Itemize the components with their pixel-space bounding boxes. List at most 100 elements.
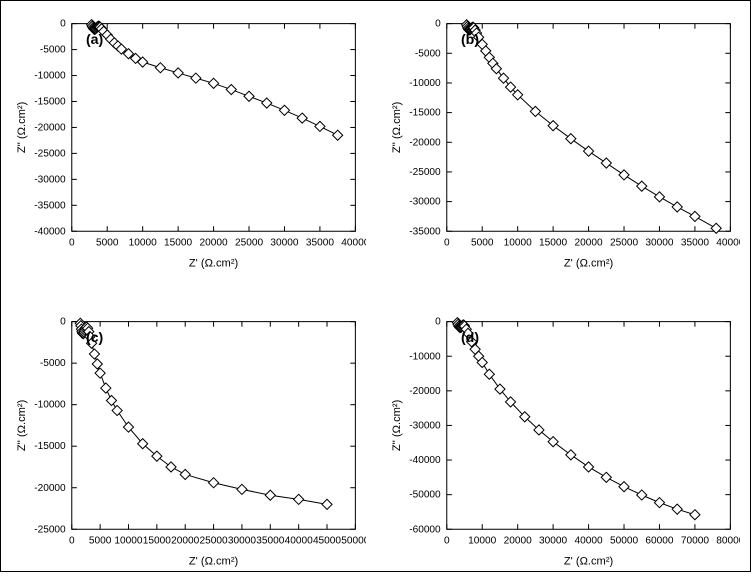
data-marker <box>689 211 699 221</box>
svg-text:10000: 10000 <box>129 237 157 248</box>
data-marker <box>262 98 272 108</box>
svg-text:-20000: -20000 <box>34 122 66 133</box>
svg-text:-20000: -20000 <box>409 386 441 397</box>
svg-text:-30000: -30000 <box>34 174 66 185</box>
data-marker <box>654 498 664 508</box>
svg-text:-5000: -5000 <box>40 45 66 56</box>
svg-text:25000: 25000 <box>200 536 228 547</box>
svg-text:50000: 50000 <box>341 536 365 547</box>
svg-text:50000: 50000 <box>609 536 637 547</box>
data-marker <box>565 450 575 460</box>
svg-text:20000: 20000 <box>503 536 531 547</box>
svg-text:-15000: -15000 <box>409 108 441 119</box>
svg-text:-30000: -30000 <box>409 421 441 432</box>
svg-text:30000: 30000 <box>270 237 298 248</box>
data-marker <box>173 68 183 78</box>
data-marker <box>106 396 116 406</box>
svg-text:Z' (Ω.cm²): Z' (Ω.cm²) <box>563 258 613 270</box>
svg-text:0: 0 <box>443 536 449 547</box>
svg-text:0: 0 <box>69 536 75 547</box>
svg-text:30000: 30000 <box>539 536 567 547</box>
svg-text:15000: 15000 <box>143 536 171 547</box>
svg-text:-5000: -5000 <box>414 48 440 59</box>
svg-text:40000: 40000 <box>716 237 740 248</box>
data-marker <box>89 349 99 359</box>
data-marker <box>166 462 176 472</box>
panel-label: (b) <box>460 32 478 48</box>
series-line <box>466 25 716 228</box>
svg-text:0: 0 <box>60 19 66 30</box>
data-marker <box>689 510 699 520</box>
data-marker <box>636 181 646 191</box>
svg-text:-15000: -15000 <box>34 442 66 453</box>
svg-text:-10000: -10000 <box>34 71 66 82</box>
svg-text:Z' (Ω.cm²): Z' (Ω.cm²) <box>189 258 239 270</box>
svg-text:Z'' (Ω.cm²): Z'' (Ω.cm²) <box>391 400 403 452</box>
data-marker <box>226 84 236 94</box>
svg-text:0: 0 <box>60 317 66 328</box>
data-marker <box>180 470 190 480</box>
svg-text:Z'' (Ω.cm²): Z'' (Ω.cm²) <box>16 400 28 452</box>
data-marker <box>294 495 304 505</box>
svg-text:Z' (Ω.cm²): Z' (Ω.cm²) <box>563 556 613 568</box>
data-marker <box>101 383 111 393</box>
svg-text:10000: 10000 <box>468 536 496 547</box>
data-marker <box>315 121 325 131</box>
panel-label: (c) <box>86 330 104 346</box>
data-marker <box>601 473 611 483</box>
svg-text:-20000: -20000 <box>409 137 441 148</box>
svg-text:-5000: -5000 <box>40 359 66 370</box>
svg-text:-35000: -35000 <box>409 226 441 237</box>
data-marker <box>265 490 275 500</box>
svg-text:15000: 15000 <box>539 237 567 248</box>
data-marker <box>112 406 122 416</box>
svg-text:5000: 5000 <box>89 536 112 547</box>
svg-text:-15000: -15000 <box>34 97 66 108</box>
svg-text:Z'' (Ω.cm²): Z'' (Ω.cm²) <box>391 101 403 153</box>
data-marker <box>155 63 165 73</box>
svg-text:30000: 30000 <box>645 237 673 248</box>
data-marker <box>322 500 332 510</box>
svg-text:5000: 5000 <box>470 237 493 248</box>
svg-text:-25000: -25000 <box>34 525 66 536</box>
data-marker <box>583 462 593 472</box>
svg-text:40000: 40000 <box>574 536 602 547</box>
data-marker <box>244 91 254 101</box>
svg-text:0: 0 <box>435 19 441 30</box>
data-marker <box>498 73 508 83</box>
svg-text:35000: 35000 <box>256 536 284 547</box>
figure-container: 0500010000150002000025000300003500040000… <box>0 0 751 572</box>
data-marker <box>92 359 102 369</box>
panel-d: 0100002000030000400005000060000700008000… <box>386 309 741 577</box>
svg-text:40000: 40000 <box>285 536 313 547</box>
data-marker <box>672 504 682 514</box>
data-marker <box>95 368 105 378</box>
svg-text:70000: 70000 <box>680 536 708 547</box>
svg-text:5000: 5000 <box>96 237 119 248</box>
svg-text:25000: 25000 <box>235 237 263 248</box>
svg-text:20000: 20000 <box>200 237 228 248</box>
data-marker <box>209 478 219 488</box>
svg-text:30000: 30000 <box>228 536 256 547</box>
data-marker <box>636 490 646 500</box>
svg-text:40000: 40000 <box>341 237 365 248</box>
svg-text:0: 0 <box>69 237 75 248</box>
svg-text:25000: 25000 <box>609 237 637 248</box>
data-marker <box>618 482 628 492</box>
data-marker <box>618 170 628 180</box>
svg-text:20000: 20000 <box>574 237 602 248</box>
data-marker <box>548 121 558 131</box>
panel-label: (d) <box>460 330 478 346</box>
panel-c: 0500010000150002000025000300003500040000… <box>11 309 366 577</box>
data-marker <box>237 485 247 495</box>
data-marker <box>583 146 593 156</box>
svg-text:15000: 15000 <box>164 237 192 248</box>
svg-text:-25000: -25000 <box>409 167 441 178</box>
data-marker <box>484 369 494 379</box>
data-marker <box>191 73 201 83</box>
svg-text:-35000: -35000 <box>34 200 66 211</box>
svg-text:-60000: -60000 <box>409 525 441 536</box>
data-marker <box>672 202 682 212</box>
svg-text:35000: 35000 <box>680 237 708 248</box>
svg-text:-30000: -30000 <box>409 197 441 208</box>
